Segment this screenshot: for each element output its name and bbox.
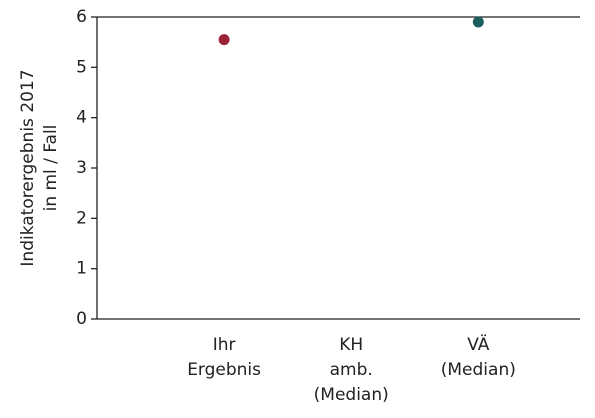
point <box>218 34 230 46</box>
y-tick-label: 4 <box>76 108 87 128</box>
y-tick-label: 5 <box>76 57 87 77</box>
x-tick-label: Ihr Ergebnis <box>187 335 261 380</box>
point <box>472 16 484 28</box>
y-axis-label: Indikatorergebnis 2017 <box>18 69 38 266</box>
y-tick-label: 0 <box>76 309 87 329</box>
x-tick-label: KH amb. (Median) <box>314 335 389 405</box>
x-tick-label: VÄ (Median) <box>441 334 516 380</box>
y-tick-label: 6 <box>76 7 87 27</box>
y-tick-label: 3 <box>76 158 87 178</box>
y-tick-label: 1 <box>76 259 87 279</box>
y-axis-label: in ml / Fall <box>41 125 61 212</box>
y-tick-label: 2 <box>76 208 87 228</box>
